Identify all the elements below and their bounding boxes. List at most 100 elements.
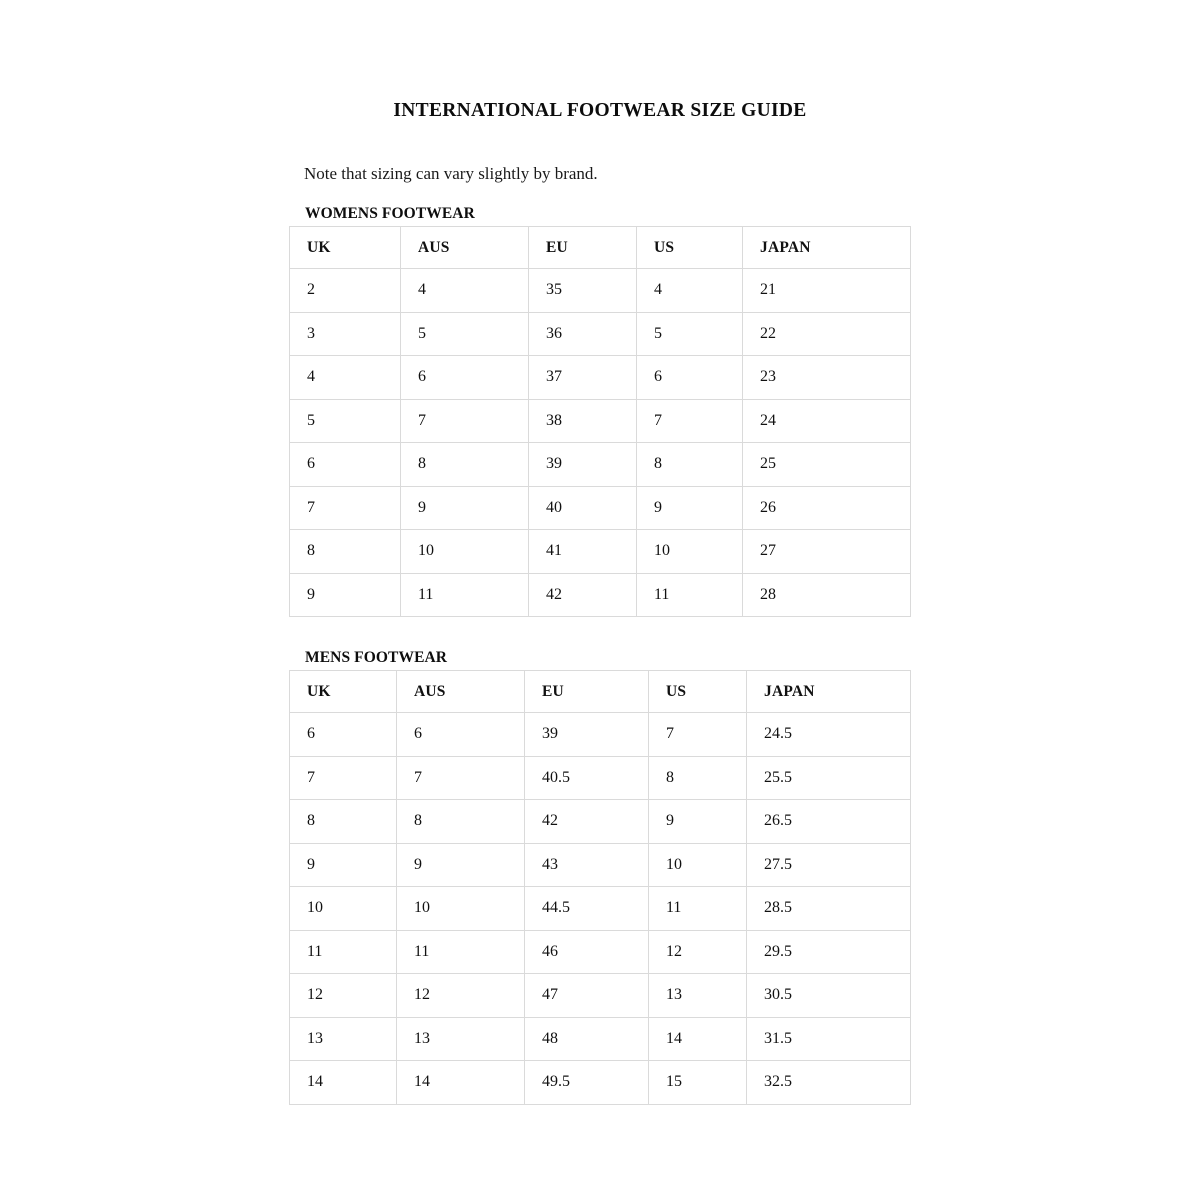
- table-row: 13 13 48 14 31.5: [289, 1016, 911, 1061]
- cell-japan: 26.5: [746, 799, 911, 844]
- cell-japan: 22: [742, 311, 911, 356]
- table-row: 7 7 40.5 8 25.5: [289, 755, 911, 800]
- cell-us: 7: [636, 398, 743, 443]
- cell-aus: 8: [400, 442, 529, 487]
- cell-aus: 11: [396, 929, 525, 974]
- cell-japan: 27.5: [746, 842, 911, 887]
- cell-us: 6: [636, 355, 743, 400]
- cell-japan: 28.5: [746, 886, 911, 931]
- table-row: 2 4 35 4 21: [289, 268, 911, 313]
- cell-japan: 25: [742, 442, 911, 487]
- intro-note: Note that sizing can vary slightly by br…: [304, 164, 598, 183]
- cell-eu: 39: [528, 442, 637, 487]
- cell-us: 8: [636, 442, 743, 487]
- cell-aus: 9: [396, 842, 525, 887]
- cell-eu: 42: [524, 799, 649, 844]
- cell-eu: 49.5: [524, 1060, 649, 1105]
- cell-uk: 6: [289, 442, 401, 487]
- cell-uk: 3: [289, 311, 401, 356]
- cell-aus: 7: [396, 755, 525, 800]
- cell-uk: 9: [289, 842, 397, 887]
- table-row: 8 8 42 9 26.5: [289, 799, 911, 844]
- cell-uk: 8: [289, 799, 397, 844]
- cell-aus: 6: [400, 355, 529, 400]
- cell-us: 15: [648, 1060, 747, 1105]
- table-row: 11 11 46 12 29.5: [289, 929, 911, 974]
- column-header-uk: UK: [289, 226, 401, 269]
- table-row: 14 14 49.5 15 32.5: [289, 1060, 911, 1105]
- cell-uk: 6: [289, 712, 397, 757]
- cell-aus: 13: [396, 1016, 525, 1061]
- column-header-japan: JAPAN: [746, 670, 911, 713]
- cell-aus: 7: [400, 398, 529, 443]
- cell-us: 7: [648, 712, 747, 757]
- cell-us: 10: [636, 529, 743, 574]
- cell-eu: 47: [524, 973, 649, 1018]
- cell-japan: 24: [742, 398, 911, 443]
- cell-japan: 29.5: [746, 929, 911, 974]
- cell-uk: 9: [289, 572, 401, 617]
- table-row: 12 12 47 13 30.5: [289, 973, 911, 1018]
- cell-aus: 10: [400, 529, 529, 574]
- cell-eu: 39: [524, 712, 649, 757]
- cell-uk: 14: [289, 1060, 397, 1105]
- cell-eu: 43: [524, 842, 649, 887]
- table-row: 4 6 37 6 23: [289, 355, 911, 400]
- table-row: 5 7 38 7 24: [289, 398, 911, 443]
- cell-us: 13: [648, 973, 747, 1018]
- cell-eu: 35: [528, 268, 637, 313]
- cell-japan: 28: [742, 572, 911, 617]
- cell-aus: 8: [396, 799, 525, 844]
- cell-eu: 40.5: [524, 755, 649, 800]
- cell-us: 11: [648, 886, 747, 931]
- column-header-eu: EU: [528, 226, 637, 269]
- cell-us: 11: [636, 572, 743, 617]
- cell-aus: 5: [400, 311, 529, 356]
- cell-aus: 10: [396, 886, 525, 931]
- cell-japan: 26: [742, 485, 911, 530]
- mens-size-table: UK AUS EU US JAPAN 6 6 39 7 24.5 7 7 40.…: [289, 670, 911, 1105]
- column-header-us: US: [648, 670, 747, 713]
- cell-us: 9: [648, 799, 747, 844]
- cell-uk: 4: [289, 355, 401, 400]
- column-header-aus: AUS: [396, 670, 525, 713]
- cell-us: 10: [648, 842, 747, 887]
- cell-japan: 21: [742, 268, 911, 313]
- cell-japan: 23: [742, 355, 911, 400]
- cell-eu: 46: [524, 929, 649, 974]
- cell-japan: 25.5: [746, 755, 911, 800]
- cell-us: 5: [636, 311, 743, 356]
- cell-uk: 13: [289, 1016, 397, 1061]
- cell-eu: 41: [528, 529, 637, 574]
- table-row: 3 5 36 5 22: [289, 311, 911, 356]
- table-row: 6 6 39 7 24.5: [289, 712, 911, 757]
- cell-us: 9: [636, 485, 743, 530]
- cell-japan: 31.5: [746, 1016, 911, 1061]
- table-row: 9 11 42 11 28: [289, 572, 911, 617]
- cell-us: 8: [648, 755, 747, 800]
- cell-aus: 6: [396, 712, 525, 757]
- cell-aus: 4: [400, 268, 529, 313]
- column-header-eu: EU: [524, 670, 649, 713]
- page-title: INTERNATIONAL FOOTWEAR SIZE GUIDE: [393, 100, 807, 121]
- cell-us: 4: [636, 268, 743, 313]
- column-header-us: US: [636, 226, 743, 269]
- section-label-womens: WOMENS FOOTWEAR: [305, 205, 475, 222]
- cell-uk: 5: [289, 398, 401, 443]
- cell-eu: 38: [528, 398, 637, 443]
- cell-uk: 7: [289, 485, 401, 530]
- cell-eu: 42: [528, 572, 637, 617]
- cell-eu: 36: [528, 311, 637, 356]
- cell-us: 14: [648, 1016, 747, 1061]
- cell-japan: 30.5: [746, 973, 911, 1018]
- womens-size-table: UK AUS EU US JAPAN 2 4 35 4 21 3 5 36 5 …: [289, 226, 911, 617]
- cell-us: 12: [648, 929, 747, 974]
- table-row: 9 9 43 10 27.5: [289, 842, 911, 887]
- cell-uk: 8: [289, 529, 401, 574]
- column-header-japan: JAPAN: [742, 226, 911, 269]
- cell-uk: 11: [289, 929, 397, 974]
- cell-eu: 40: [528, 485, 637, 530]
- cell-aus: 9: [400, 485, 529, 530]
- cell-uk: 7: [289, 755, 397, 800]
